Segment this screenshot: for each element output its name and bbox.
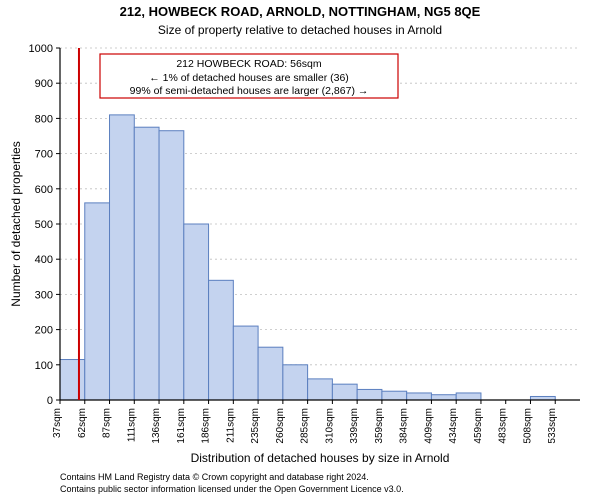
- histogram-bar: [283, 365, 308, 400]
- histogram-bar: [456, 393, 481, 400]
- y-tick-label: 300: [35, 289, 53, 301]
- x-tick-label: 483sqm: [498, 408, 509, 444]
- x-tick-label: 161sqm: [176, 408, 187, 444]
- x-tick-label: 409sqm: [423, 408, 434, 444]
- x-tick-label: 235sqm: [250, 408, 261, 444]
- x-tick-label: 533sqm: [547, 408, 558, 444]
- y-tick-label: 600: [35, 184, 53, 196]
- histogram-chart: 212, HOWBECK ROAD, ARNOLD, NOTTINGHAM, N…: [0, 0, 600, 500]
- x-tick-label: 111sqm: [126, 408, 137, 442]
- histogram-bar: [407, 393, 432, 400]
- x-tick-label: 211sqm: [225, 408, 236, 443]
- histogram-bar: [110, 115, 135, 400]
- x-tick-label: 260sqm: [275, 408, 286, 444]
- x-tick-label: 87sqm: [102, 408, 113, 438]
- y-tick-label: 900: [35, 78, 53, 90]
- chart-title-main: 212, HOWBECK ROAD, ARNOLD, NOTTINGHAM, N…: [120, 4, 481, 19]
- y-tick-label: 100: [35, 360, 53, 372]
- x-tick-label: 310sqm: [324, 408, 335, 444]
- histogram-bar: [382, 391, 407, 400]
- histogram-bar: [332, 384, 357, 400]
- footer-line1: Contains HM Land Registry data © Crown c…: [60, 472, 369, 482]
- x-tick-label: 37sqm: [52, 408, 63, 438]
- chart-title-sub: Size of property relative to detached ho…: [158, 23, 442, 37]
- x-axis-label: Distribution of detached houses by size …: [191, 451, 450, 465]
- x-tick-label: 136sqm: [151, 408, 162, 444]
- x-tick-label: 359sqm: [374, 408, 385, 444]
- y-tick-label: 500: [35, 219, 53, 231]
- y-tick-label: 0: [47, 395, 53, 407]
- annotation-line1: 212 HOWBECK ROAD: 56sqm: [176, 58, 322, 70]
- y-tick-label: 800: [35, 113, 53, 125]
- x-tick-label: 384sqm: [399, 408, 410, 444]
- y-tick-label: 400: [35, 254, 53, 266]
- histogram-bar: [85, 203, 110, 400]
- x-tick-label: 285sqm: [300, 408, 311, 444]
- histogram-bar: [60, 360, 85, 400]
- histogram-bar: [184, 224, 209, 400]
- annotation-line2: ← 1% of detached houses are smaller (36): [149, 72, 349, 84]
- histogram-bar: [357, 389, 382, 400]
- x-tick-label: 459sqm: [473, 408, 484, 444]
- chart-container: 212, HOWBECK ROAD, ARNOLD, NOTTINGHAM, N…: [0, 0, 600, 500]
- y-axis-label: Number of detached properties: [9, 141, 23, 306]
- y-tick-label: 700: [35, 149, 53, 161]
- x-tick-label: 62sqm: [77, 408, 88, 438]
- x-tick-label: 508sqm: [522, 408, 533, 444]
- x-tick-label: 339sqm: [349, 408, 360, 444]
- histogram-bar: [431, 395, 456, 400]
- y-tick-label: 200: [35, 325, 53, 337]
- histogram-bar: [209, 280, 234, 400]
- histogram-bar: [134, 127, 159, 400]
- histogram-bar: [159, 131, 184, 400]
- histogram-bar: [233, 326, 258, 400]
- x-tick-label: 434sqm: [448, 408, 459, 444]
- annotation-line3: 99% of semi-detached houses are larger (…: [130, 85, 369, 97]
- histogram-bar: [258, 347, 283, 400]
- y-tick-label: 1000: [29, 43, 53, 55]
- x-tick-label: 186sqm: [201, 408, 212, 444]
- histogram-bar: [308, 379, 333, 400]
- footer-line2: Contains public sector information licen…: [60, 484, 404, 494]
